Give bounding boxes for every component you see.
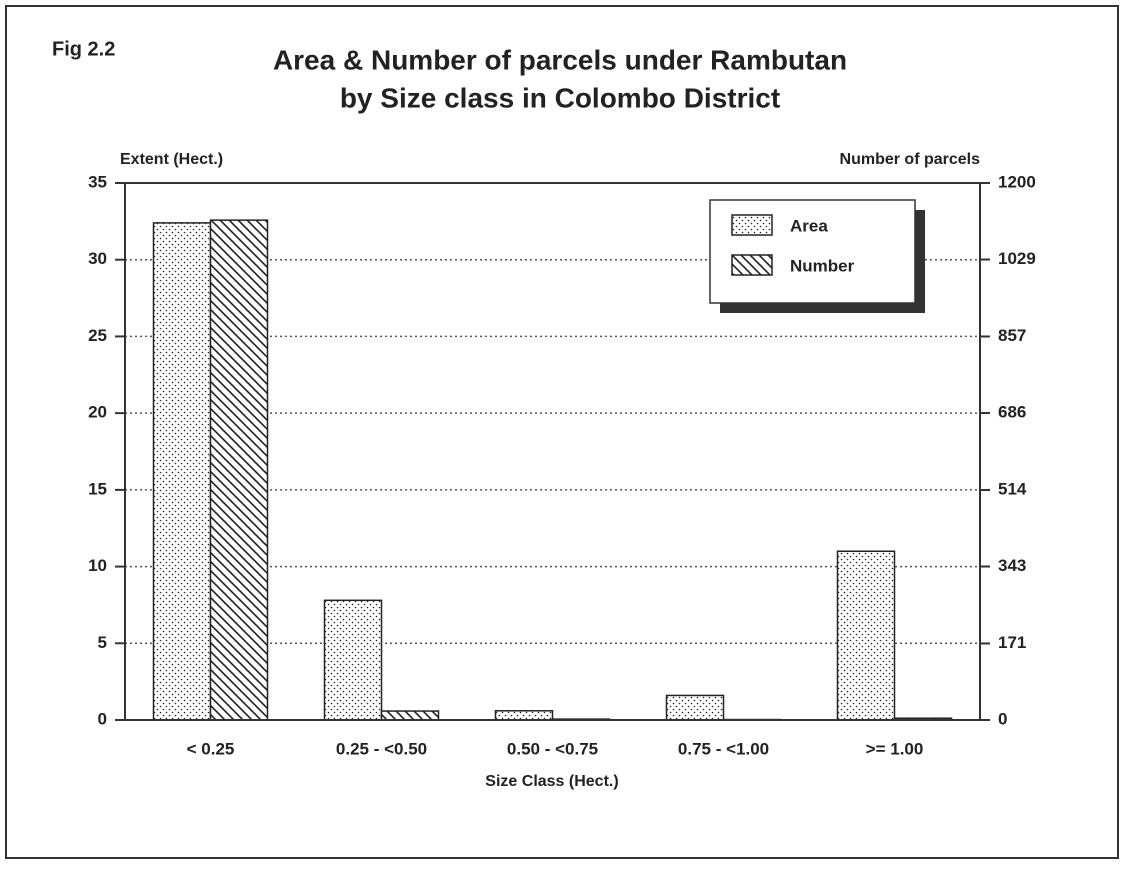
y2-tick-label: 857 bbox=[998, 326, 1026, 345]
y2-tick-label: 686 bbox=[998, 402, 1026, 421]
legend-label: Area bbox=[790, 216, 828, 235]
bar bbox=[325, 600, 382, 720]
y-tick-label: 5 bbox=[98, 633, 107, 652]
y2-tick-label: 0 bbox=[998, 709, 1007, 728]
y2-tick-label: 1029 bbox=[998, 249, 1036, 268]
x-axis-label: Size Class (Hect.) bbox=[485, 773, 618, 790]
bar bbox=[496, 711, 553, 720]
legend-swatch bbox=[732, 215, 772, 235]
y-tick-label: 35 bbox=[88, 172, 107, 191]
y2-axis-label: Number of parcels bbox=[840, 151, 981, 168]
y-tick-label: 0 bbox=[98, 709, 107, 728]
y2-tick-label: 1200 bbox=[998, 172, 1036, 191]
y-tick-label: 25 bbox=[88, 326, 107, 345]
x-tick-label: < 0.25 bbox=[187, 739, 235, 758]
chart-title: Area & Number of parcels under Rambutan bbox=[273, 44, 847, 75]
legend-swatch bbox=[732, 255, 772, 275]
x-tick-label: 0.75 - <1.00 bbox=[678, 739, 769, 758]
bar bbox=[838, 551, 895, 720]
bar bbox=[382, 711, 439, 720]
y2-tick-label: 171 bbox=[998, 633, 1026, 652]
x-tick-label: >= 1.00 bbox=[866, 739, 924, 758]
bar bbox=[667, 695, 724, 720]
y-axis-label: Extent (Hect.) bbox=[120, 151, 223, 168]
chart-subtitle: by Size class in Colombo District bbox=[340, 82, 780, 113]
y2-tick-label: 514 bbox=[998, 479, 1027, 498]
x-tick-label: 0.50 - <0.75 bbox=[507, 739, 598, 758]
x-tick-label: 0.25 - <0.50 bbox=[336, 739, 427, 758]
y-tick-label: 15 bbox=[88, 479, 107, 498]
bar bbox=[211, 220, 268, 720]
y2-tick-label: 343 bbox=[998, 556, 1026, 575]
legend-label: Number bbox=[790, 256, 855, 275]
figure-label: Fig 2.2 bbox=[52, 38, 115, 60]
y-tick-label: 20 bbox=[88, 403, 107, 422]
y-tick-label: 30 bbox=[88, 249, 107, 268]
y-tick-label: 10 bbox=[88, 556, 107, 575]
bar bbox=[154, 223, 211, 720]
